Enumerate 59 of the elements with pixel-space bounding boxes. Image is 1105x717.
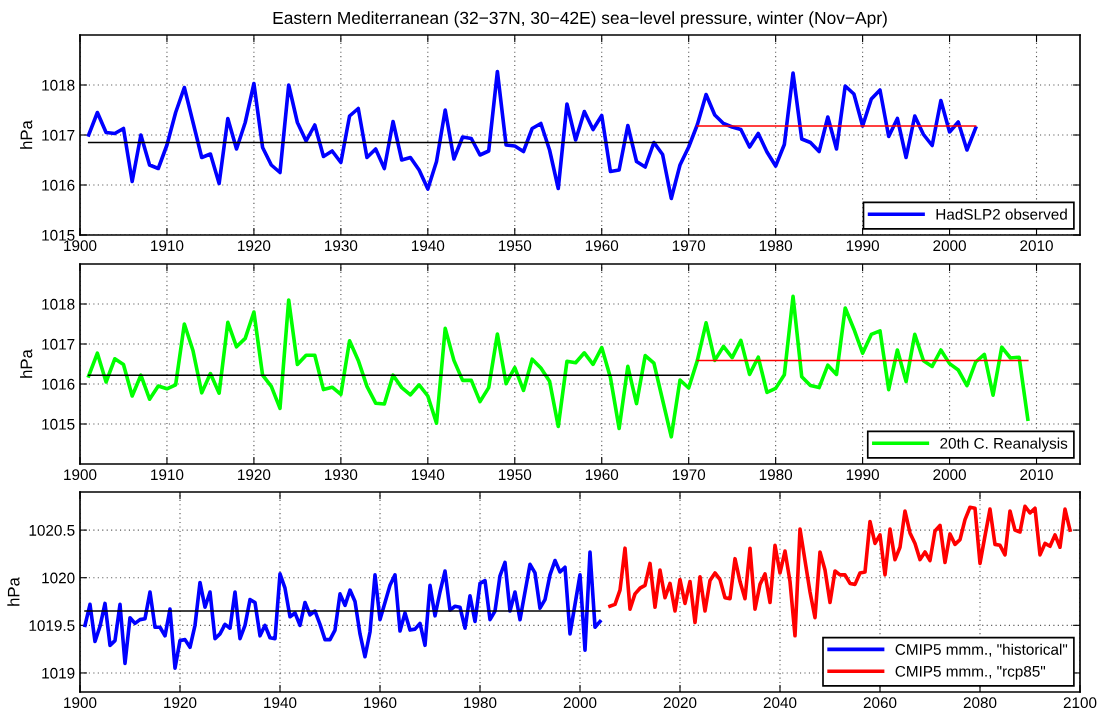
y-axis-title: hPa <box>7 577 20 606</box>
x-tick-label: 2010 <box>1020 240 1053 252</box>
x-tick-label: 1990 <box>846 469 880 481</box>
x-tick-label: 1930 <box>325 469 358 481</box>
line-series <box>86 69 978 201</box>
x-tick-label: 1940 <box>264 697 297 709</box>
x-tick-label: 1940 <box>412 240 445 252</box>
x-tick-label: 1900 <box>64 697 97 709</box>
x-tick-label: 1980 <box>759 240 793 252</box>
legend-label: CMIP5 mmm., "historical" <box>895 643 1068 657</box>
y-tick-label: 1018 <box>42 79 75 91</box>
x-tick-label: 2020 <box>663 697 697 709</box>
x-tick-label: 1980 <box>464 697 497 709</box>
x-tick-label: 2040 <box>763 697 797 709</box>
x-tick-label: 1930 <box>325 240 358 252</box>
x-tick-label: 1960 <box>585 469 619 481</box>
x-tick-label: 1940 <box>412 469 445 481</box>
x-tick-label: 2000 <box>933 469 966 481</box>
legend-label: HadSLP2 observed <box>936 208 1067 220</box>
legend-label: CMIP5 mmm., "rcp85" <box>895 665 1046 680</box>
x-tick-label: 1900 <box>64 240 97 252</box>
legend-label: 20th C. Reanalysis <box>940 437 1068 452</box>
x-tick-label: 1990 <box>846 240 880 252</box>
x-tick-label: 1920 <box>238 469 271 481</box>
x-tick-label: 1920 <box>238 240 271 252</box>
y-tick-label: 1019.5 <box>29 620 75 632</box>
y-tick-label: 1020 <box>42 572 75 584</box>
y-tick-label: 1015 <box>42 418 75 430</box>
y-tick-label: 1019 <box>42 667 75 679</box>
x-tick-label: 1970 <box>672 240 706 252</box>
x-tick-label: 2000 <box>933 240 966 252</box>
x-tick-label: 2000 <box>563 697 597 709</box>
x-tick-label: 2010 <box>1020 469 1053 481</box>
x-tick-label: 1960 <box>585 240 619 252</box>
x-tick-label: 1920 <box>164 697 197 709</box>
line-series <box>86 294 1030 439</box>
y-axis-title: hPa <box>20 120 33 149</box>
y-tick-label: 1016 <box>42 179 75 191</box>
x-tick-label: 1950 <box>498 469 532 481</box>
line-series <box>83 550 602 670</box>
x-tick-label: 2060 <box>863 697 897 709</box>
y-tick-label: 1016 <box>42 378 75 390</box>
x-tick-label: 1980 <box>759 469 793 481</box>
y-tick-label: 1018 <box>42 298 75 310</box>
x-tick-label: 1960 <box>364 697 397 709</box>
x-tick-label: 2100 <box>1063 697 1097 709</box>
y-tick-label: 1017 <box>42 129 75 141</box>
chart-title: Eastern Mediterranean (32−37N, 30−42E) sea−level pressure, winter (Nov−Apr) <box>273 11 887 28</box>
y-tick-label: 1015 <box>42 229 75 241</box>
y-tick-label: 1017 <box>42 338 75 350</box>
y-tick-label: 1020.5 <box>29 524 75 536</box>
line-series <box>608 504 1072 638</box>
x-tick-label: 1910 <box>151 469 184 481</box>
x-tick-label: 1910 <box>151 240 184 252</box>
y-axis-title: hPa <box>20 349 33 378</box>
x-tick-label: 2080 <box>963 697 997 709</box>
x-tick-label: 1950 <box>498 240 532 252</box>
x-tick-label: 1900 <box>64 469 97 481</box>
x-tick-label: 1970 <box>672 469 706 481</box>
